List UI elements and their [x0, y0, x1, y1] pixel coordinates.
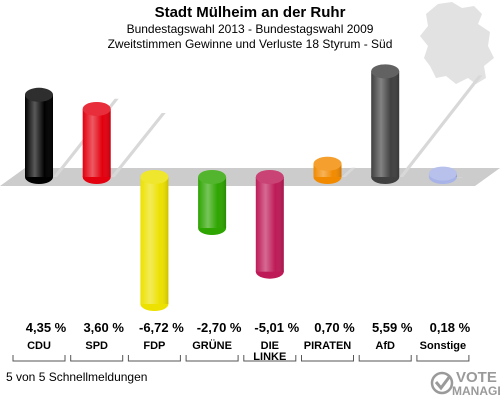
shadow-spd	[110, 112, 166, 177]
bar-grüne	[198, 170, 227, 236]
bar-cap-top-cdu	[25, 87, 53, 102]
germany-map-icon	[420, 2, 494, 84]
logo-check-icon	[430, 371, 454, 395]
bar-cap-shine-spd	[82, 101, 111, 116]
bar-die-linke	[255, 170, 284, 279]
chart-subtitle-1: Bundestagswahl 2013 - Bundestagswahl 200…	[127, 22, 374, 36]
bar-shine-die-linke	[255, 177, 284, 272]
axis-bracket-die-linke	[243, 355, 297, 362]
category-axis	[12, 355, 470, 362]
axis-bracket-afd	[358, 355, 412, 362]
axis-bracket-grüne	[185, 355, 239, 362]
logo-line2: MANAGER	[452, 384, 500, 398]
chart-title: Stadt Mülheim an der Ruhr	[155, 4, 346, 21]
footer-text: 5 von 5 Schnellmeldungen	[6, 370, 147, 384]
bar-cap-top-grüne	[198, 170, 227, 184]
category-label-grüne: GRÜNE	[192, 339, 232, 352]
category-label-afd: AfD	[375, 340, 395, 352]
value-label-afd: 5,59 %	[372, 320, 413, 335]
value-labels: 4,35 % 3,60 % -6,72 % -2,70 % -5,01 % 0,70 % 5…	[26, 320, 471, 335]
bar-cap-shine-die-linke	[255, 170, 284, 184]
category-label-piraten: PIRATEN	[304, 340, 352, 352]
bar-cap-shine-cdu	[25, 87, 53, 102]
axis-bracket-sonstige	[416, 355, 470, 362]
bar-cap-top-afd	[371, 64, 400, 79]
value-label-piraten: 0,70 %	[314, 320, 355, 335]
value-label-spd: 3,60 %	[83, 320, 124, 335]
category-label-fdp: FDP	[143, 340, 165, 352]
bar-cap-shine-afd	[371, 64, 400, 79]
bar-cap-top-die-linke	[255, 170, 284, 184]
bar-shine-afd	[371, 71, 400, 177]
category-label-die-linke-2: LINKE	[253, 351, 286, 363]
category-label-cdu: CDU	[27, 340, 51, 352]
category-label-die-linke-1: DIE	[261, 340, 279, 352]
bar-cap-shine-fdp	[140, 170, 169, 184]
bar-cap-top-sonstige	[428, 166, 457, 181]
value-label-die-linke: -5,01 %	[254, 320, 299, 335]
shadow-afd	[399, 75, 483, 177]
category-label-spd: SPD	[85, 340, 108, 352]
axis-bracket-cdu	[12, 355, 66, 362]
bar-shine-spd	[82, 108, 111, 177]
bar-cap-top-fdp	[140, 170, 169, 184]
value-label-cdu: 4,35 %	[26, 320, 67, 335]
axis-bracket-fdp	[127, 355, 181, 362]
bar-cdu	[25, 87, 53, 184]
shadow-sonstige	[456, 177, 464, 178]
bar-fdp	[140, 170, 169, 312]
bar-sonstige	[428, 166, 457, 184]
bar-shine-cdu	[25, 94, 53, 177]
bar-cap-top-piraten	[313, 156, 342, 171]
chart-subtitle-2: Zweitstimmen Gewinne und Verluste 18 Sty…	[108, 37, 393, 51]
axis-bracket-spd	[70, 355, 124, 362]
votemanager-logo: VOTE MANAGER	[430, 369, 500, 398]
logo-line1: VOTE	[456, 369, 497, 386]
bar-spd	[82, 101, 111, 184]
bars	[25, 64, 457, 312]
bar-shine-grüne	[198, 177, 227, 229]
bar-piraten	[313, 156, 342, 184]
bar-cap-shine-sonstige	[428, 166, 457, 181]
bar-shine-fdp	[140, 177, 169, 305]
value-label-grüne: -2,70 %	[197, 320, 242, 335]
bar-cap-top-spd	[82, 101, 111, 116]
category-label-sonstige: Sonstige	[420, 340, 466, 352]
value-label-fdp: -6,72 %	[139, 320, 184, 335]
bar-shadows	[53, 75, 483, 178]
shadow-piraten	[341, 167, 356, 177]
zero-baseline	[0, 168, 500, 186]
logo-tick	[434, 375, 452, 391]
value-label-sonstige: 0,18 %	[430, 320, 471, 335]
axis-bracket-piraten	[301, 355, 354, 362]
bar-cap-shine-piraten	[313, 156, 342, 171]
bar-afd	[371, 64, 400, 184]
bar-cap-shine-grüne	[198, 170, 227, 184]
